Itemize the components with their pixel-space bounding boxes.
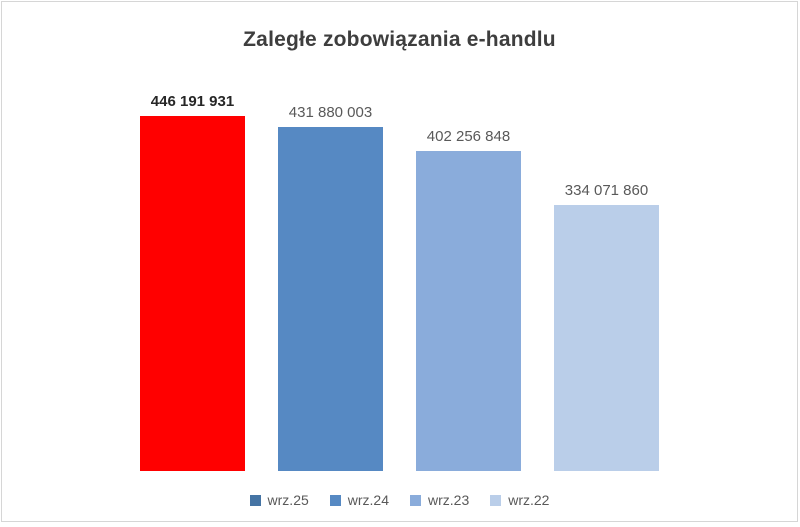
- value-label-wrz.23: 402 256 848: [426, 128, 511, 145]
- plot-area: 446 191 931 431 880 003 402 256 848 334 071…: [2, 86, 797, 471]
- legend-swatch-icon: [249, 494, 261, 506]
- bar-group-wrz.23: 402 256 848: [416, 128, 521, 471]
- value-label-wrz.24: 431 880 003: [288, 104, 373, 121]
- legend-item-wrz.22: wrz.22: [490, 492, 549, 508]
- bar-group-wrz.24: 431 880 003: [278, 104, 383, 471]
- bar-wrz.24: [278, 127, 383, 471]
- legend-swatch-icon: [329, 494, 341, 506]
- legend-item-wrz.23: wrz.23: [410, 492, 469, 508]
- legend-swatch-icon: [490, 494, 502, 506]
- legend-label-wrz.22: wrz.22: [508, 492, 550, 508]
- chart-title: Zaległe zobowiązania e-handlu: [243, 28, 556, 51]
- bar-wrz.25: [140, 116, 245, 471]
- bar-wrz.23: [416, 151, 521, 471]
- legend-label-wrz.25: wrz.25: [267, 492, 309, 508]
- legend-swatch-icon: [410, 494, 421, 506]
- bar-group-wrz.25: 446 191 931: [140, 93, 245, 471]
- bar-group-wrz.22: 334 071 860: [554, 182, 659, 471]
- legend-item-wrz.25: wrz.25: [249, 492, 309, 508]
- bar-wrz.22: [554, 205, 659, 471]
- legend-item-wrz.24: wrz.24: [329, 492, 389, 508]
- legend-label-wrz.24: wrz.24: [347, 492, 389, 508]
- value-label-wrz.22: 334 071 860: [564, 182, 649, 199]
- legend: wrz.25 wrz.24 wrz.23 wrz.22: [2, 492, 797, 508]
- legend-label-wrz.23: wrz.23: [428, 492, 470, 508]
- value-label-wrz.25: 446 191 931: [150, 93, 235, 110]
